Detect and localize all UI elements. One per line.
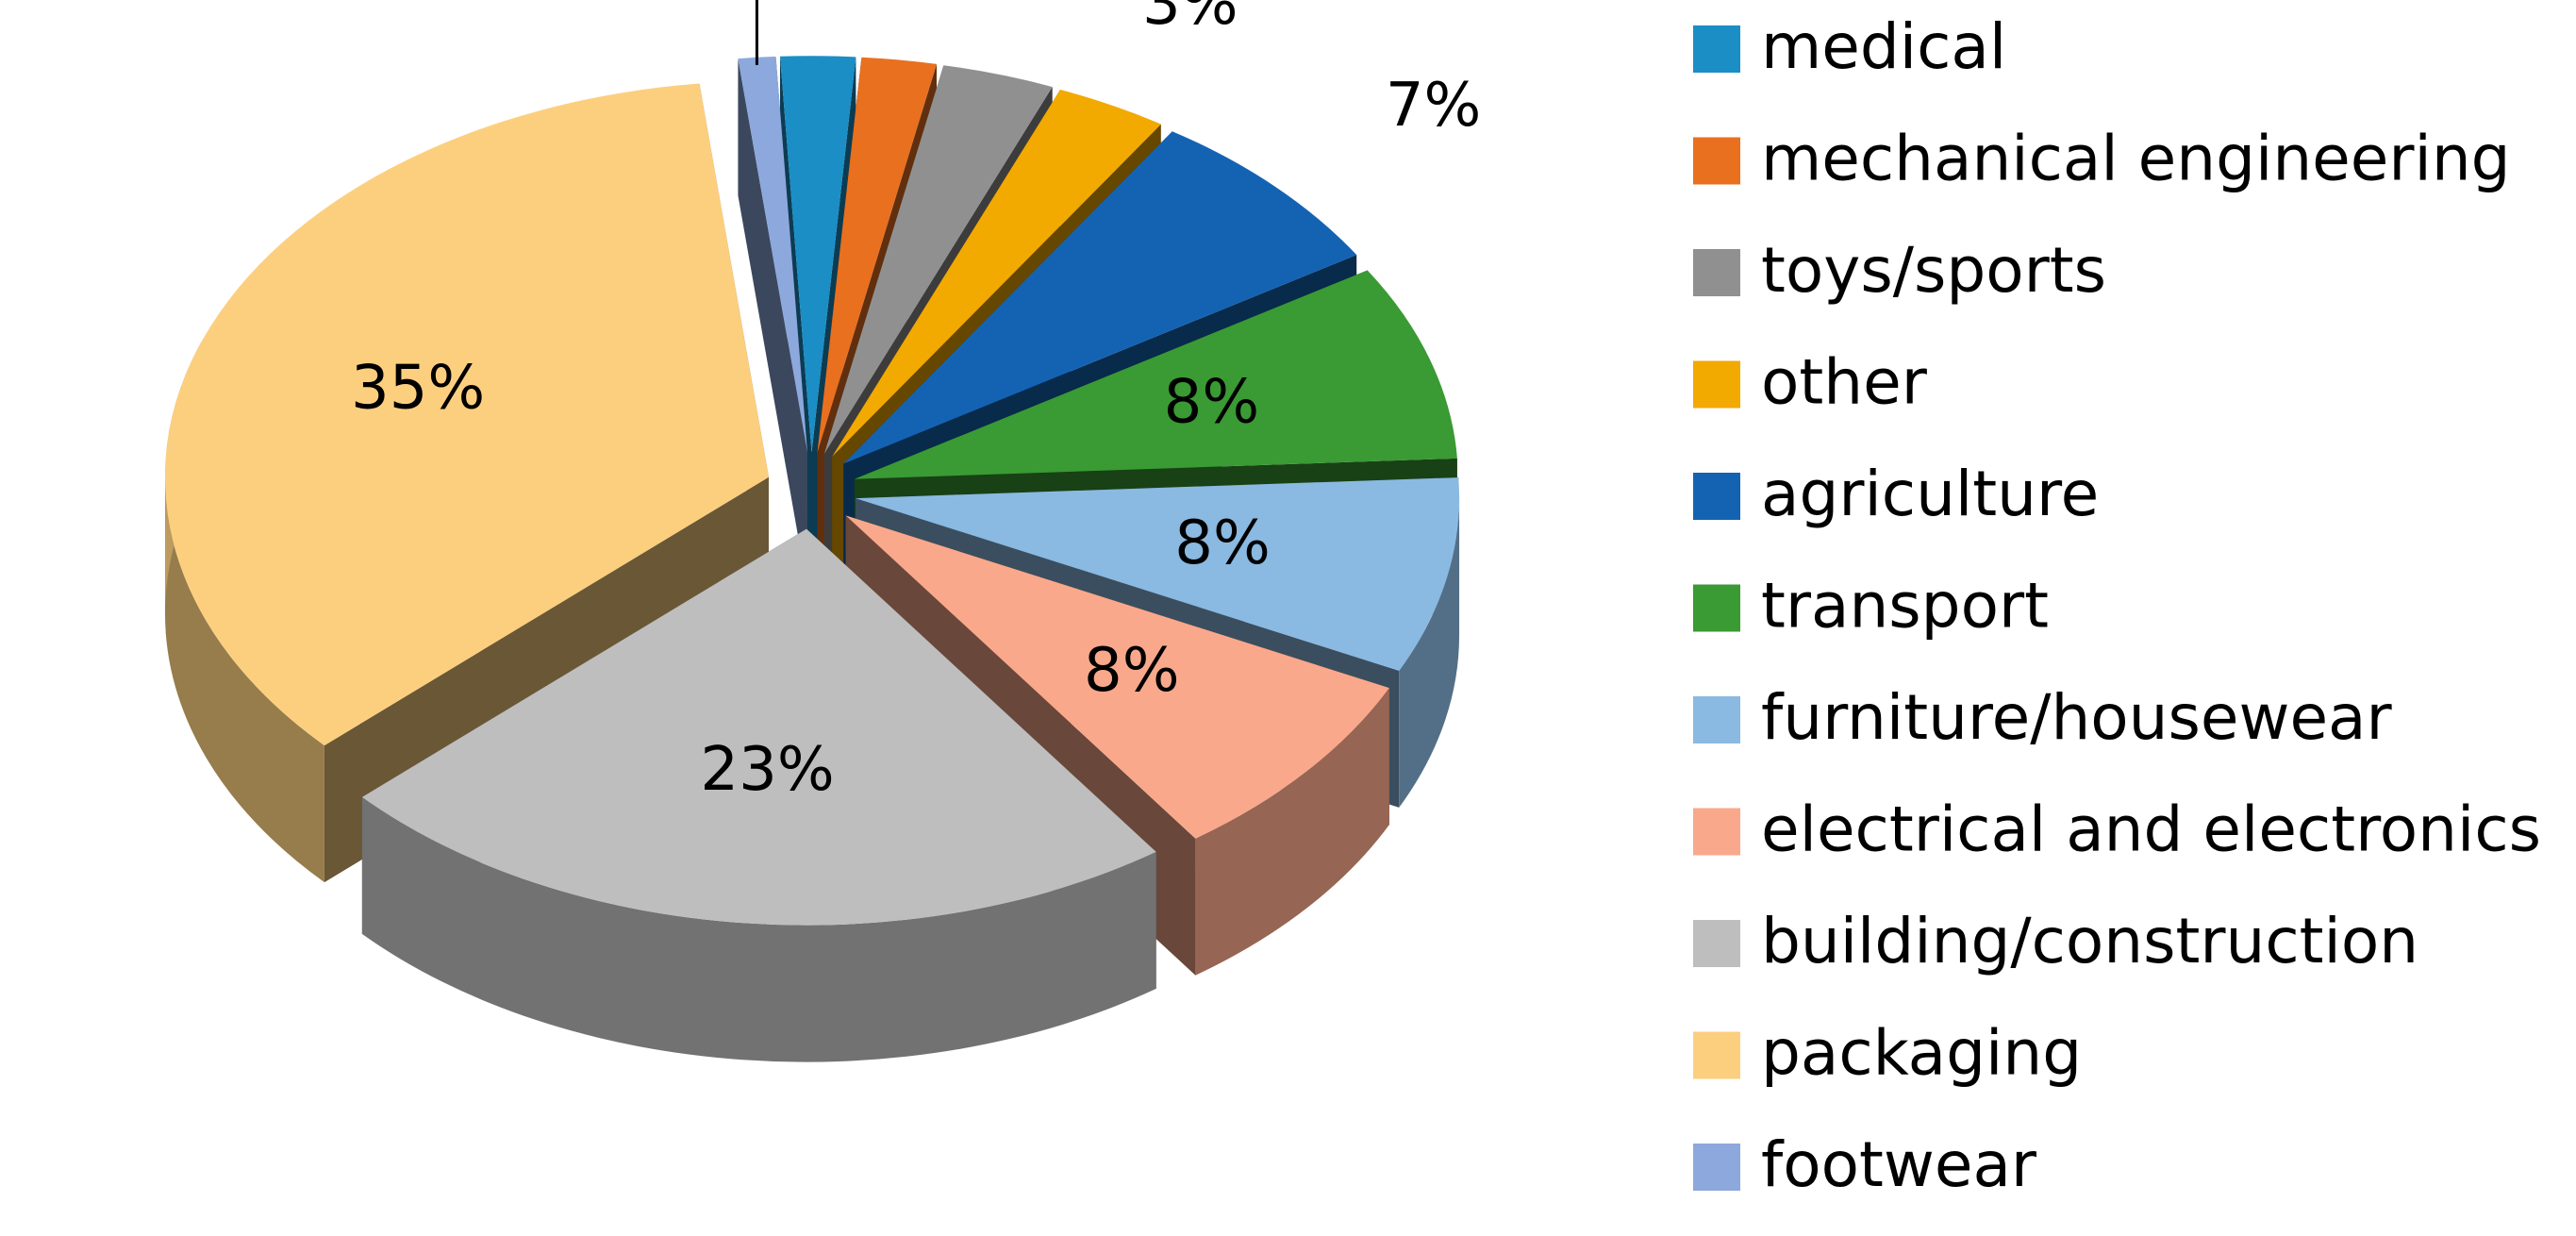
- slice-wall-footwear-start: [738, 58, 807, 590]
- legend-label-electrical-and-electronics: electrical and electronics: [1761, 793, 2541, 866]
- slice-footwear: [738, 56, 807, 453]
- data-label-building-construction: 23%: [700, 735, 834, 805]
- leader-line-footwear: [755, 0, 758, 65]
- data-label-packaging: 35%: [351, 354, 485, 424]
- legend-swatch-agriculture: [1693, 473, 1740, 520]
- legend-swatch-mechanical-engineering: [1693, 137, 1740, 185]
- legend-label-other: other: [1761, 346, 1928, 419]
- legend-label-transport: transport: [1761, 570, 2049, 643]
- legend-entry-building-construction: building/construction: [1693, 905, 2418, 977]
- legend-swatch-footwear: [1693, 1144, 1740, 1191]
- data-label-other: 3%: [1142, 0, 1238, 39]
- data-label-furniture-housewear: 8%: [1174, 509, 1271, 578]
- slice-toys-sports: [823, 65, 1053, 454]
- data-label-agriculture: 7%: [1386, 71, 1482, 141]
- legend-label-building-construction: building/construction: [1761, 905, 2418, 977]
- legend-entry-transport: transport: [1693, 570, 2049, 643]
- legend-entry-electrical-and-electronics: electrical and electronics: [1693, 793, 2541, 866]
- legend-entry-furniture-housewear: furniture/housewear: [1693, 681, 2393, 754]
- legend-label-agriculture: agriculture: [1761, 458, 2099, 530]
- legend-entry-other: other: [1693, 346, 1928, 419]
- slice-packaging: [165, 83, 770, 746]
- data-label-electrical-and-electronics: 8%: [1084, 636, 1180, 706]
- slice-outer-wall-furniture-housewear: [1399, 498, 1460, 808]
- legend-entry-packaging: packaging: [1693, 1017, 2082, 1090]
- slice-electrical-and-electronics: [845, 515, 1389, 839]
- legend-swatch-medical: [1693, 25, 1740, 73]
- legend: medical mechanical engineering toys/sports…: [1693, 10, 2541, 1201]
- slice-outer-wall-building-construction: [361, 796, 1156, 1062]
- slice-outer-wall-packaging: [165, 476, 324, 883]
- legend-entry-footwear: footwear: [1693, 1128, 2037, 1201]
- legend-label-footwear: footwear: [1761, 1128, 2037, 1201]
- slice-medical: [780, 56, 856, 453]
- legend-swatch-furniture-housewear: [1693, 696, 1740, 743]
- legend-swatch-building-construction: [1693, 920, 1740, 967]
- slice-other: [832, 89, 1161, 457]
- slice-agriculture: [843, 131, 1357, 464]
- slice-transport: [854, 270, 1457, 479]
- legend-swatch-toys-sports: [1693, 249, 1740, 296]
- legend-swatch-electrical-and-electronics: [1693, 808, 1740, 856]
- data-labels: 2%2%3%3%7%8%8%8%23%35%1%: [351, 0, 1481, 805]
- legend-label-medical: medical: [1761, 10, 2006, 83]
- slice-building-construction: [361, 528, 1156, 926]
- legend-entry-mechanical-engineering: mechanical engineering: [1693, 123, 2511, 195]
- legend-swatch-other: [1693, 360, 1740, 409]
- slice-mechanical-engineering: [817, 57, 938, 453]
- data-label-transport: 8%: [1164, 368, 1260, 438]
- pie-slices: [165, 56, 1460, 926]
- slice-furniture-housewear: [856, 477, 1460, 671]
- legend-entry-toys-sports: toys/sports: [1693, 234, 2106, 307]
- legend-label-packaging: packaging: [1761, 1017, 2082, 1090]
- legend-entry-agriculture: agriculture: [1693, 458, 2099, 530]
- legend-label-toys-sports: toys/sports: [1761, 234, 2106, 307]
- legend-swatch-packaging: [1693, 1031, 1740, 1079]
- legend-label-mechanical-engineering: mechanical engineering: [1761, 123, 2511, 195]
- legend-label-furniture-housewear: furniture/housewear: [1761, 681, 2393, 754]
- legend-swatch-transport: [1693, 584, 1740, 632]
- legend-entry-medical: medical: [1693, 10, 2006, 83]
- slice-outer-wall-electrical-and-electronics: [1195, 688, 1389, 976]
